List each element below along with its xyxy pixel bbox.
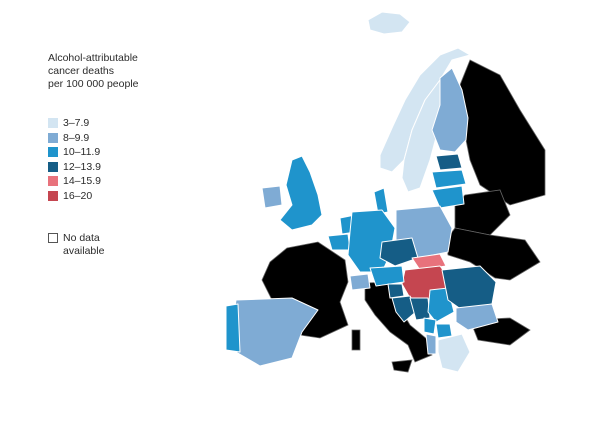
legend-item: 12–13.9 [48, 160, 101, 175]
legend-swatch-no-data [48, 233, 58, 243]
country-austria [369, 265, 405, 287]
legend-label: 16–20 [63, 189, 93, 202]
no-data-line-1: No data [63, 232, 100, 244]
country-bosnia [409, 297, 431, 321]
country-portugal [225, 303, 241, 353]
country-latvia [431, 169, 467, 189]
country-switzerland [349, 273, 371, 291]
country-north-macedonia [435, 323, 453, 339]
legend-swatch [48, 118, 58, 129]
country-iceland [367, 11, 411, 35]
legend-label: 10–11.9 [63, 146, 101, 159]
legend-swatch [48, 190, 58, 201]
legend-title-line-1: Alcohol-attributable [48, 52, 138, 64]
legend-title: Alcohol-attributable cancer deaths per 1… [48, 52, 139, 91]
legend-swatch [48, 147, 58, 158]
legend-swatch [48, 176, 58, 187]
legend-label: 12–13.9 [63, 160, 101, 173]
no-data-line-2: available [63, 245, 105, 257]
country-belgium [327, 233, 351, 251]
legend-label: 8–9.9 [63, 131, 90, 144]
legend-swatch [48, 161, 58, 172]
region-sardinia [351, 329, 361, 351]
legend-no-data: No data available [48, 232, 104, 258]
legend-item: 8–9.9 [48, 131, 101, 146]
country-lithuania [431, 185, 465, 209]
legend-label: 3–7.9 [63, 117, 90, 130]
legend-title-line-2: cancer deaths [48, 65, 114, 77]
legend-swatch [48, 132, 58, 143]
legend-item: 10–11.9 [48, 145, 101, 160]
country-albania [425, 333, 437, 355]
country-czechia [379, 237, 419, 267]
country-bulgaria [455, 303, 499, 331]
country-slovenia [387, 283, 405, 299]
country-norway [379, 47, 471, 173]
country-greece [437, 333, 471, 373]
country-uk [279, 155, 323, 231]
legend-item: 16–20 [48, 189, 101, 204]
legend-label: 14–15.9 [63, 175, 101, 188]
region-russia-northwest [459, 59, 546, 206]
country-montenegro [423, 317, 437, 335]
legend: 3–7.9 8–9.9 10–11.9 12–13.9 14–15.9 16–2… [48, 116, 101, 203]
legend-item: 14–15.9 [48, 174, 101, 189]
country-ireland [261, 185, 283, 209]
region-sicily [391, 359, 413, 373]
country-estonia [435, 153, 463, 171]
legend-item: 3–7.9 [48, 116, 101, 131]
country-denmark [373, 187, 389, 215]
legend-title-line-3: per 100 000 people [48, 78, 139, 90]
country-finland [431, 67, 469, 153]
